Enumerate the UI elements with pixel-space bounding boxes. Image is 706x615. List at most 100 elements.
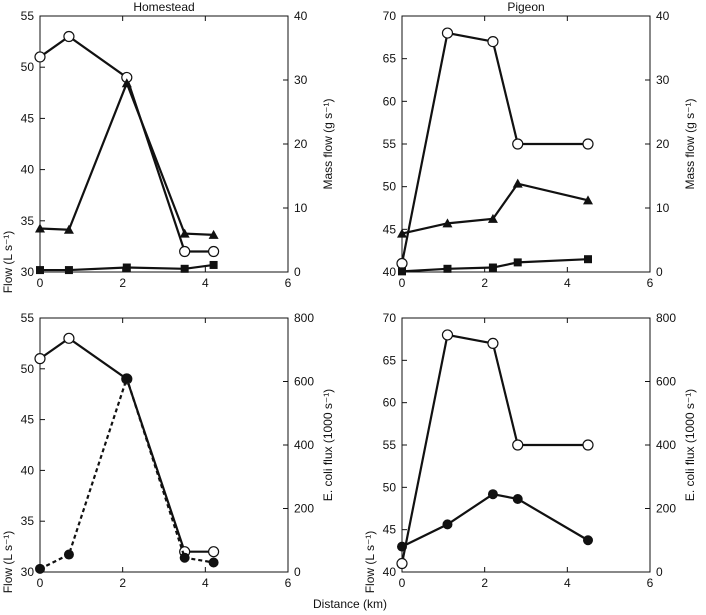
panel-1: Homestead 0 2 4 6 30 35 40 45 50 55 0 10 20 30 40 Flow (…: [1, 0, 335, 293]
data-point-filled-circle: [121, 373, 132, 384]
data-point-filled-circle: [179, 552, 190, 563]
data-point-open-circle: [396, 257, 408, 270]
y-tick-label: 70: [383, 9, 397, 23]
data-point-filled-square: [488, 263, 497, 272]
x-tick-label: 2: [481, 276, 488, 290]
series-line-2: [39, 374, 214, 570]
panel-4: 0 2 4 6 40 45 50 55 60 65 70 0 200 400 600 800 Flow (L s…: [363, 311, 697, 593]
data-point-open-circle: [512, 138, 524, 150]
y-tick-label: 40: [21, 163, 35, 177]
series-line-1: [39, 336, 214, 553]
y-tick-label: 45: [383, 222, 397, 236]
data-point-open-circle: [582, 138, 594, 150]
y2-tick-label: 40: [294, 9, 308, 23]
data-point-filled-square: [513, 258, 522, 267]
x-tick-label: 0: [37, 576, 44, 590]
y2-tick-label: 800: [294, 311, 314, 325]
data-point-filled-square: [584, 255, 592, 264]
y-tick-label: 50: [383, 480, 397, 494]
y-tick-label: 60: [383, 94, 397, 108]
y2-axis-label: E. coli flux (1000 s⁻¹): [321, 389, 335, 501]
y-tick-label: 45: [21, 111, 35, 125]
y-tick-label: 70: [383, 311, 397, 325]
data-point-open-circle: [441, 27, 454, 39]
y-tick-label: 50: [21, 362, 35, 376]
x-tick-label: 0: [37, 276, 44, 290]
panel-3: 0 2 4 6 30 35 40 45 50 55 0 200 400 600 800 Flow (L s⁻¹…: [1, 311, 335, 593]
y-tick-label: 35: [21, 214, 35, 228]
data-point-filled-triangle: [512, 178, 523, 188]
y2-tick-label: 800: [656, 311, 676, 325]
x-tick-label: 0: [399, 576, 406, 590]
x-tick-label: 6: [647, 276, 654, 290]
data-point-open-circle: [34, 353, 46, 365]
y-tick-label: 65: [383, 52, 397, 66]
data-point-filled-square: [209, 260, 218, 269]
data-point-filled-circle: [487, 489, 498, 500]
y2-tick-label: 0: [656, 265, 663, 279]
x-tick-label: 4: [564, 576, 571, 590]
y2-tick-label: 400: [656, 438, 676, 452]
data-point-open-circle: [208, 546, 220, 558]
data-point-filled-circle: [63, 549, 74, 560]
y-tick-label: 45: [21, 413, 35, 427]
data-point-open-circle: [487, 35, 499, 48]
data-point-open-circle: [582, 439, 594, 451]
y2-tick-label: 200: [656, 502, 676, 516]
plot-frame: [39, 317, 289, 573]
y2-tick-label: 30: [294, 73, 308, 87]
x-tick-label: 0: [399, 276, 406, 290]
x-tick-label: 4: [564, 276, 571, 290]
data-point-filled-triangle: [487, 213, 498, 223]
series-line-2: [39, 80, 214, 236]
data-point-open-circle: [512, 439, 524, 451]
y-axis-label: Flow (L s⁻¹): [1, 531, 15, 594]
data-point-filled-circle: [397, 541, 407, 552]
data-point-filled-circle: [442, 519, 453, 530]
y-axis-label: Flow (L s⁻¹): [1, 231, 15, 294]
data-point-filled-triangle: [121, 78, 132, 88]
data-point-filled-triangle: [208, 229, 219, 239]
y-tick-label: 30: [21, 265, 35, 279]
series-line-2: [401, 182, 589, 235]
y2-axis-label: E. coli flux (1000 s⁻¹): [683, 389, 697, 501]
data-point-open-circle: [487, 337, 499, 349]
series-line-1: [400, 31, 588, 264]
data-point-filled-square: [443, 264, 452, 273]
data-point-filled-square: [64, 266, 73, 275]
panel-title: Homestead: [133, 0, 194, 14]
y-tick-label: 40: [21, 463, 35, 477]
y-axis-label: Flow (L s⁻¹): [363, 531, 377, 594]
x-tick-label: 4: [202, 576, 209, 590]
data-point-filled-triangle: [397, 228, 407, 238]
data-point-filled-circle: [35, 563, 45, 574]
y-tick-label: 55: [383, 438, 397, 452]
panel-2: Pigeon 0 2 4 6 40 45 50 55 60 65 70 0 10 20 30 40 Mass fl…: [383, 0, 697, 290]
data-point-open-circle: [208, 245, 220, 258]
y-tick-label: 60: [383, 396, 397, 410]
series-line-2: [401, 493, 589, 548]
data-point-filled-triangle: [442, 218, 453, 228]
y-tick-label: 55: [21, 9, 35, 23]
plot-frame: [39, 15, 289, 273]
series-line-1: [400, 333, 588, 564]
x-tick-label: 6: [647, 576, 654, 590]
data-point-filled-circle: [583, 535, 593, 546]
y2-tick-label: 200: [294, 502, 314, 516]
x-tick-label: 6: [285, 276, 292, 290]
x-axis-label: Distance (km): [313, 597, 387, 611]
y2-tick-label: 400: [294, 438, 314, 452]
y2-tick-label: 600: [656, 375, 676, 389]
y2-tick-label: 20: [294, 137, 308, 151]
y-tick-label: 50: [21, 60, 35, 74]
data-point-filled-triangle: [63, 224, 74, 234]
data-point-open-circle: [179, 245, 191, 258]
y2-tick-label: 20: [656, 137, 670, 151]
y2-tick-label: 30: [656, 73, 670, 87]
series-line-1: [39, 35, 214, 253]
data-point-filled-triangle: [583, 195, 593, 205]
y2-tick-label: 10: [656, 201, 670, 215]
data-point-open-circle: [63, 30, 75, 43]
x-tick-label: 2: [481, 576, 488, 590]
